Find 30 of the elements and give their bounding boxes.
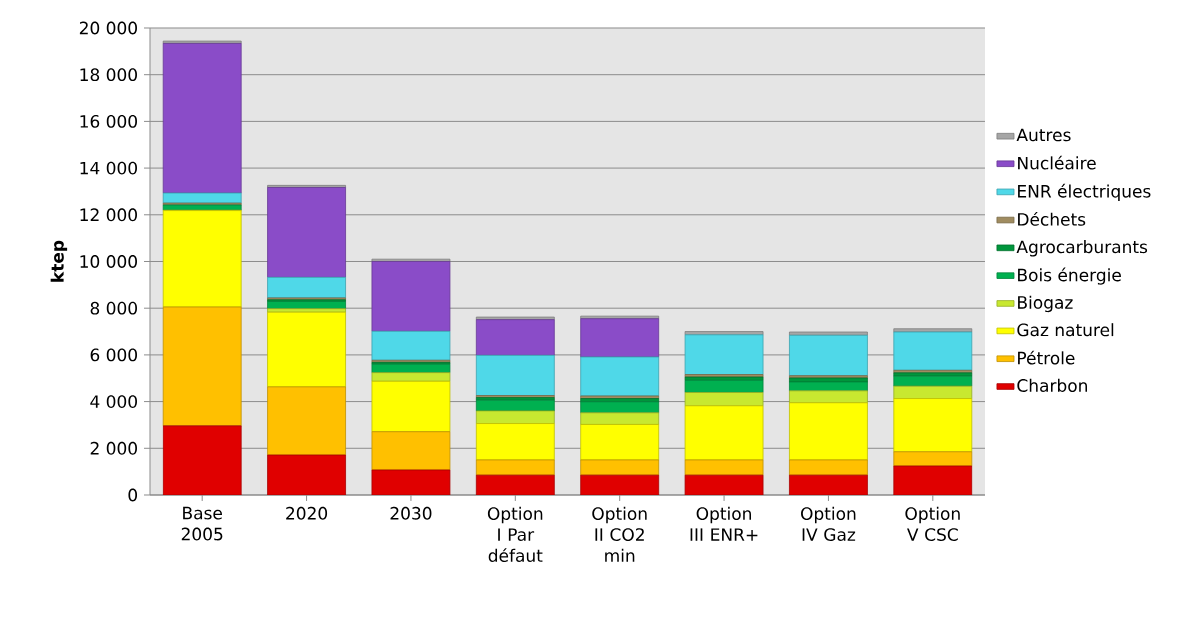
legend-label: Nucléaire	[1018, 155, 1096, 170]
x-tick-label: Option I Par défaut	[487, 506, 543, 563]
legend-label: ENR électriques	[1018, 183, 1151, 201]
y-tick-label: 8 000	[90, 301, 137, 315]
legend-label: Biogaz	[1018, 295, 1073, 313]
legend-label: Charbon	[1017, 378, 1087, 392]
x-tick-label: Option V CSC	[905, 506, 960, 542]
y-tick-label: 16 000	[80, 114, 137, 128]
x-tick-label: 2030	[390, 506, 432, 520]
x-tick-label: Option II CO2 min	[592, 506, 647, 562]
y-tick-label: 20 000	[79, 21, 137, 35]
y-tick-label: 14 000	[80, 161, 137, 175]
y-axis-title: ktep	[50, 240, 68, 282]
x-tick-label: 2020	[286, 506, 328, 520]
x-tick-label: Option III ENR+	[690, 506, 758, 541]
y-tick-label: 4 000	[90, 395, 137, 409]
x-tick-label: Option IV Gaz	[801, 506, 856, 542]
y-tick-label: 10 000	[80, 255, 137, 268]
y-tick-label: 0	[128, 488, 138, 502]
legend-label: Pétrole	[1018, 350, 1075, 365]
legend-label: Gaz naturel	[1017, 323, 1114, 337]
legend-label: Déchets	[1018, 211, 1086, 226]
legend-label: Agrocarburants	[1016, 240, 1148, 257]
y-tick-label: 12 000	[80, 208, 137, 222]
x-tick-label: Base 2005	[181, 506, 223, 541]
legend-label: Bois énergie	[1018, 267, 1121, 285]
legend-label: Autres	[1016, 128, 1071, 142]
y-tick-label: 18 000	[80, 68, 137, 82]
y-tick-label: 6 000	[90, 348, 137, 362]
y-tick-label: 2 000	[90, 441, 137, 455]
